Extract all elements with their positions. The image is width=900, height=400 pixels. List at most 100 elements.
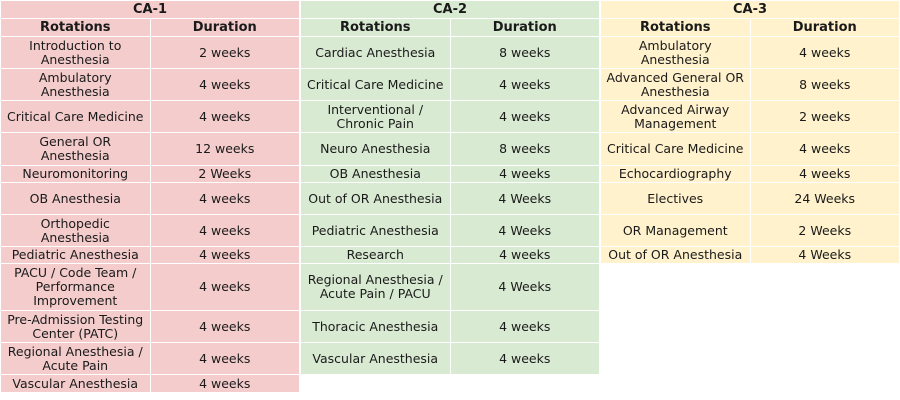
table-row: Critical Care Medicine 4 weeks	[300, 68, 600, 101]
duration-cell: 4 Weeks	[449, 263, 600, 311]
duration-cell: 12 weeks	[149, 132, 300, 166]
duration-cell: 4 weeks	[449, 342, 600, 375]
table-row: Cardiac Anesthesia 8 weeks	[300, 36, 600, 69]
rotation-cell: Ambulatory Anesthesia	[0, 68, 151, 101]
table-row: Vascular Anesthesia 4 weeks	[300, 342, 600, 375]
table-row: OB Anesthesia 4 weeks	[0, 182, 300, 215]
rotation-cell: Introduction to Anesthesia	[0, 36, 151, 69]
duration-cell: 8 weeks	[449, 36, 600, 69]
table-row: Research 4 weeks	[300, 246, 600, 264]
table-row: Interventional / Chronic Pain 4 weeks	[300, 100, 600, 133]
table-row: Critical Care Medicine 4 weeks	[0, 100, 300, 133]
table-row: Pediatric Anesthesia 4 Weeks	[300, 214, 600, 247]
rotation-cell: Neuro Anesthesia	[300, 132, 451, 166]
duration-cell: 4 weeks	[749, 165, 900, 183]
table-row: Advanced Airway Management 2 weeks	[600, 100, 900, 133]
table-row: Out of OR Anesthesia 4 Weeks	[600, 246, 900, 264]
rotation-cell: Critical Care Medicine	[300, 68, 451, 101]
duration-cell: 4 weeks	[149, 310, 300, 343]
table-row: Regional Anesthesia / Acute Pain 4 weeks	[0, 342, 300, 375]
rotation-cell: Orthopedic Anesthesia	[0, 214, 151, 247]
duration-cell: 4 weeks	[149, 263, 300, 311]
duration-cell: 4 weeks	[449, 310, 600, 343]
table-row: OR Management 2 Weeks	[600, 214, 900, 247]
duration-cell: 2 Weeks	[149, 165, 300, 183]
rotation-cell: Pediatric Anesthesia	[300, 214, 451, 247]
ca3-title: CA-3	[600, 0, 900, 19]
rotation-cell: Regional Anesthesia / Acute Pain / PACU	[300, 263, 451, 311]
rotation-cell: PACU / Code Team / Performance Improveme…	[0, 263, 151, 311]
table-row: PACU / Code Team / Performance Improveme…	[0, 263, 300, 311]
table-row: Neuromonitoring 2 Weeks	[0, 165, 300, 183]
table-row: Electives 24 Weeks	[600, 182, 900, 215]
rotation-cell: General OR Anesthesia	[0, 132, 151, 166]
duration-cell: 8 weeks	[749, 68, 900, 101]
duration-cell: 8 weeks	[449, 132, 600, 166]
rotation-cell: Echocardiography	[600, 165, 751, 183]
duration-cell: 4 weeks	[149, 342, 300, 375]
rotation-cell: Pre-Admission Testing Center (PATC)	[0, 310, 151, 343]
duration-cell: 2 weeks	[749, 100, 900, 133]
duration-cell: 4 weeks	[449, 68, 600, 101]
rotation-cell: Out of OR Anesthesia	[300, 182, 451, 215]
rotation-cell: Thoracic Anesthesia	[300, 310, 451, 343]
duration-cell: 4 Weeks	[449, 182, 600, 215]
duration-cell: 4 weeks	[749, 132, 900, 166]
table-row: Orthopedic Anesthesia 4 weeks	[0, 214, 300, 247]
table-row: Introduction to Anesthesia 2 weeks	[0, 36, 300, 69]
rotation-cell: OB Anesthesia	[0, 182, 151, 215]
table-row: Regional Anesthesia / Acute Pain / PACU …	[300, 263, 600, 311]
duration-cell: 4 weeks	[149, 214, 300, 247]
table-row: Ambulatory Anesthesia 4 weeks	[0, 68, 300, 101]
duration-cell: 4 weeks	[149, 246, 300, 264]
rotation-cell: Electives	[600, 182, 751, 215]
table-row: Pre-Admission Testing Center (PATC) 4 we…	[0, 310, 300, 343]
rotation-cell: OR Management	[600, 214, 751, 247]
table-row: Out of OR Anesthesia 4 Weeks	[300, 182, 600, 215]
rotation-cell: Advanced General OR Anesthesia	[600, 68, 751, 101]
duration-cell: 4 weeks	[749, 36, 900, 69]
table-row: Vascular Anesthesia 4 weeks	[0, 374, 300, 393]
table-row: Neuro Anesthesia 8 weeks	[300, 132, 600, 166]
ca3-table: CA-3 Rotations Duration Ambulatory Anest…	[600, 0, 900, 264]
rotation-cell: Out of OR Anesthesia	[600, 246, 751, 264]
duration-cell: 2 Weeks	[749, 214, 900, 247]
table-row: Thoracic Anesthesia 4 weeks	[300, 310, 600, 343]
rotation-cell: Pediatric Anesthesia	[0, 246, 151, 264]
ca2-rotations-header: Rotations	[300, 18, 451, 37]
ca1-duration-header: Duration	[149, 18, 300, 37]
ca2-table: CA-2 Rotations Duration Cardiac Anesthes…	[300, 0, 600, 375]
rotation-cell: Cardiac Anesthesia	[300, 36, 451, 69]
rotation-cell: Neuromonitoring	[0, 165, 151, 183]
ca3-rotations-header: Rotations	[600, 18, 751, 37]
table-row: Echocardiography 4 weeks	[600, 165, 900, 183]
rotation-cell: Research	[300, 246, 451, 264]
duration-cell: 4 weeks	[449, 100, 600, 133]
ca2-duration-header: Duration	[449, 18, 600, 37]
rotation-cell: Vascular Anesthesia	[300, 342, 451, 375]
ca1-table: CA-1 Rotations Duration Introduction to …	[0, 0, 300, 393]
table-row: Pediatric Anesthesia 4 weeks	[0, 246, 300, 264]
rotation-cell: Regional Anesthesia / Acute Pain	[0, 342, 151, 375]
ca1-title: CA-1	[0, 0, 300, 19]
rotation-cell: Critical Care Medicine	[0, 100, 151, 133]
rotation-cell: Critical Care Medicine	[600, 132, 751, 166]
table-row: Advanced General OR Anesthesia 8 weeks	[600, 68, 900, 101]
ca3-duration-header: Duration	[749, 18, 900, 37]
duration-cell: 4 weeks	[149, 374, 300, 393]
ca1-rotations-header: Rotations	[0, 18, 151, 37]
table-row: Critical Care Medicine 4 weeks	[600, 132, 900, 166]
rotation-cell: Interventional / Chronic Pain	[300, 100, 451, 133]
table-row: OB Anesthesia 4 weeks	[300, 165, 600, 183]
duration-cell: 24 Weeks	[749, 182, 900, 215]
duration-cell: 4 weeks	[149, 182, 300, 215]
table-row: General OR Anesthesia 12 weeks	[0, 132, 300, 166]
duration-cell: 4 weeks	[149, 100, 300, 133]
duration-cell: 4 weeks	[449, 165, 600, 183]
duration-cell: 4 weeks	[449, 246, 600, 264]
table-row: Ambulatory Anesthesia 4 weeks	[600, 36, 900, 69]
duration-cell: 4 Weeks	[449, 214, 600, 247]
rotation-cell: Vascular Anesthesia	[0, 374, 151, 393]
rotation-cell: Ambulatory Anesthesia	[600, 36, 751, 69]
